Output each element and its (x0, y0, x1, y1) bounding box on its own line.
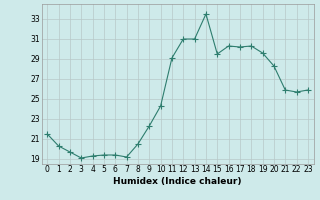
X-axis label: Humidex (Indice chaleur): Humidex (Indice chaleur) (113, 177, 242, 186)
